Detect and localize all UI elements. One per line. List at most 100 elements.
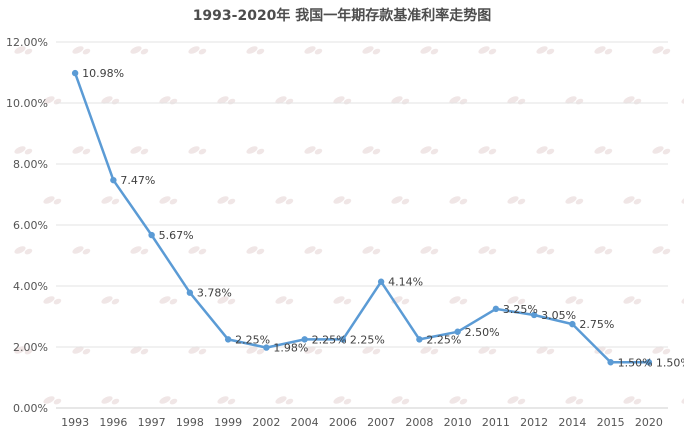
- y-tick-label: 8.00%: [13, 158, 48, 171]
- watermark-mark: [681, 296, 684, 304]
- watermark-mark: [536, 146, 555, 155]
- y-axis-ticks: 0.00% 2.00% 4.00% 6.00% 8.00% 10.00% 12.00%: [6, 36, 48, 415]
- watermark-mark: [304, 146, 323, 155]
- data-point: [645, 359, 653, 366]
- watermark-mark: [594, 346, 613, 355]
- watermark-mark: [391, 96, 410, 105]
- watermark-mark: [246, 246, 265, 255]
- watermark-mark: [188, 146, 207, 155]
- watermark-mark: [681, 196, 684, 204]
- data-label: 3.25%: [503, 303, 538, 316]
- watermark-mark: [478, 46, 497, 55]
- watermark-mark: [159, 96, 178, 105]
- data-label: 3.05%: [541, 309, 576, 322]
- data-point: [186, 289, 194, 296]
- watermark-mark: [275, 396, 294, 405]
- watermark-mark: [478, 146, 497, 155]
- data-point: [416, 336, 423, 343]
- watermark-mark: [159, 396, 178, 405]
- data-label: 1.50%: [618, 356, 653, 369]
- watermark-mark: [391, 196, 410, 205]
- data-label: 2.75%: [579, 318, 614, 331]
- watermark-mark: [246, 146, 265, 155]
- watermark-mark: [391, 396, 410, 405]
- data-label: 10.98%: [82, 67, 124, 80]
- watermark-mark: [333, 96, 352, 105]
- y-tick-label: 6.00%: [13, 219, 48, 232]
- data-point: [110, 176, 117, 184]
- watermark-mark: [536, 346, 555, 355]
- data-label: 2.25%: [426, 333, 461, 346]
- watermark-mark: [449, 196, 468, 205]
- data-label: 2.50%: [465, 326, 500, 339]
- x-tick-label: 1997: [138, 416, 166, 429]
- watermark-mark: [565, 296, 584, 305]
- watermark-mark: [217, 96, 236, 105]
- watermark-mark: [72, 146, 91, 155]
- y-tick-label: 2.00%: [13, 341, 48, 354]
- watermark-mark: [130, 46, 149, 55]
- watermark-mark: [275, 196, 294, 205]
- watermark-mark: [130, 246, 149, 255]
- watermark-mark: [14, 146, 33, 155]
- watermark-mark: [217, 396, 236, 405]
- data-label: 5.67%: [159, 229, 194, 242]
- watermark-mark: [594, 46, 613, 55]
- x-tick-label: 2012: [520, 416, 548, 429]
- data-point: [492, 305, 500, 313]
- watermark-mark: [362, 146, 381, 155]
- watermark-mark: [652, 146, 671, 155]
- watermark-mark: [652, 246, 671, 255]
- watermark-mark: [449, 396, 468, 405]
- data-point: [339, 336, 347, 343]
- watermark-mark: [159, 196, 178, 205]
- watermark-mark: [333, 396, 352, 405]
- watermark-mark: [72, 246, 91, 255]
- x-tick-label: 1996: [99, 416, 127, 429]
- watermark-mark: [478, 246, 497, 255]
- watermark-mark: [652, 346, 671, 355]
- data-point: [224, 336, 232, 343]
- watermark-mark: [217, 296, 236, 305]
- watermark-mark: [536, 46, 555, 55]
- y-tick-label: 12.00%: [6, 36, 48, 49]
- x-tick-label: 1993: [61, 416, 89, 429]
- watermark-pattern: [14, 46, 684, 405]
- watermark-mark: [101, 196, 120, 205]
- watermark-mark: [275, 296, 294, 305]
- watermark-mark: [623, 96, 642, 105]
- data-labels: 10.98%7.47%5.67%3.78%2.25%1.98%2.25% 2.25…: [82, 67, 684, 369]
- watermark-mark: [623, 196, 642, 205]
- watermark-mark: [130, 346, 149, 355]
- x-tick-label: 2014: [558, 416, 586, 429]
- watermark-mark: [304, 346, 323, 355]
- watermark-mark: [43, 296, 62, 305]
- x-tick-label: 2006: [329, 416, 357, 429]
- watermark-mark: [449, 96, 468, 105]
- watermark-mark: [43, 396, 62, 405]
- data-label: 2.25%: [350, 333, 385, 346]
- data-point: [607, 359, 614, 366]
- watermark-mark: [43, 196, 62, 205]
- watermark-mark: [681, 96, 684, 104]
- x-tick-label: 2020: [635, 416, 663, 429]
- watermark-mark: [594, 246, 613, 255]
- data-label: 2.25%: [235, 333, 270, 346]
- y-tick-label: 0.00%: [13, 402, 48, 415]
- x-tick-label: 2004: [291, 416, 319, 429]
- watermark-mark: [507, 396, 526, 405]
- watermark-mark: [101, 296, 120, 305]
- y-tick-label: 10.00%: [6, 97, 48, 110]
- watermark-mark: [507, 96, 526, 105]
- x-tick-label: 1999: [214, 416, 242, 429]
- x-tick-label: 2010: [444, 416, 472, 429]
- watermark-mark: [333, 196, 352, 205]
- x-tick-label: 2008: [405, 416, 433, 429]
- watermark-mark: [130, 146, 149, 155]
- watermark-mark: [188, 246, 207, 255]
- chart-title: 1993-2020年 我国一年期存款基准利率走势图: [193, 7, 492, 24]
- watermark-mark: [304, 246, 323, 255]
- watermark-mark: [420, 346, 439, 355]
- watermark-mark: [565, 196, 584, 205]
